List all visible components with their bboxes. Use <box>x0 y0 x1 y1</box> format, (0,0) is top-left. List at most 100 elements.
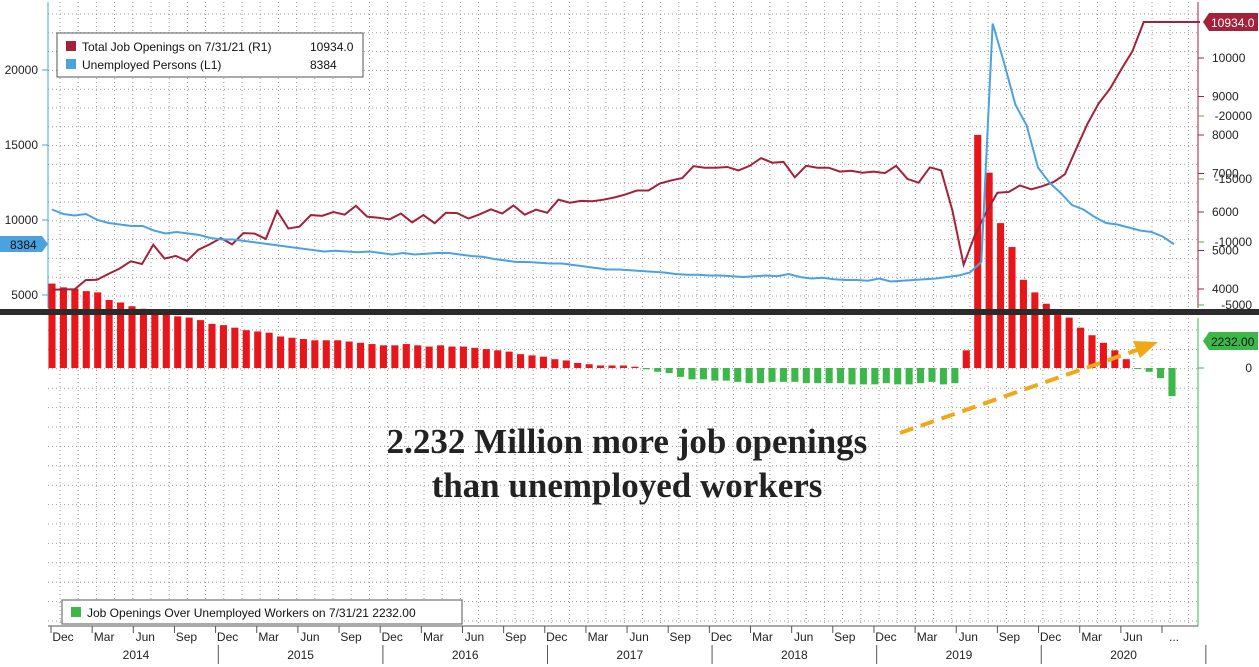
bar <box>974 134 982 368</box>
bar <box>722 368 730 381</box>
series-line-job-openings <box>51 21 1200 291</box>
x-month-label: Dec <box>1040 630 1061 644</box>
bar <box>288 337 296 368</box>
bar <box>882 368 890 384</box>
bar <box>1042 303 1050 368</box>
bottom-tick-label: -10000 <box>1215 235 1253 249</box>
bottom-tick-label: 0 <box>1245 361 1252 375</box>
bar <box>585 364 593 368</box>
bar <box>231 327 239 368</box>
bar <box>802 368 810 384</box>
bar <box>105 299 113 368</box>
bottom-legend-box <box>61 599 463 625</box>
bar <box>539 356 547 368</box>
tag-job-openings-bg <box>1203 13 1258 31</box>
legend-label-job-openings: Total Job Openings on 7/31/21 (R1) <box>82 40 271 54</box>
x-month-label: Dec <box>875 630 896 644</box>
tag-difference: 2232.00 <box>1211 335 1255 349</box>
legend-label-difference: Job Openings Over Unemployed Workers on … <box>87 606 416 620</box>
bar <box>1088 335 1096 368</box>
bar <box>814 368 822 384</box>
bar <box>482 349 490 368</box>
grid-dots <box>48 2 1198 626</box>
x-axis: Dec Mar Jun Sep Dec Mar Jun Sep Dec Mar Jun Sep Dec M… <box>48 625 1207 664</box>
right-tick-label: 9000 <box>1212 90 1239 104</box>
bar <box>448 346 456 368</box>
bar <box>665 368 673 374</box>
x-month-label: ... <box>1169 630 1179 644</box>
bar <box>905 368 913 385</box>
bar <box>459 346 467 368</box>
bar <box>517 354 525 368</box>
bar <box>1157 368 1165 379</box>
bar <box>837 368 845 384</box>
x-year-label: 2014 <box>123 648 150 662</box>
bar <box>254 331 262 368</box>
bar <box>322 340 330 368</box>
bar <box>939 368 947 385</box>
bar <box>265 332 273 368</box>
annotation: 2.232 Million more job openings than une… <box>387 341 1158 505</box>
tag-unemployed-bg <box>0 236 48 252</box>
right-tick-label: 10000 <box>1212 51 1246 65</box>
bar <box>608 365 616 368</box>
bar <box>299 339 307 368</box>
x-month-label: Mar <box>588 630 609 644</box>
bar <box>677 368 685 377</box>
bar <box>825 368 833 384</box>
bar <box>551 359 559 368</box>
x-year-label: 2019 <box>946 648 973 662</box>
x-month-label: Dec <box>711 630 732 644</box>
bar <box>48 283 56 368</box>
bar <box>162 313 170 368</box>
x-month-label: Jun <box>136 630 155 644</box>
right-tick-label: 4000 <box>1212 282 1239 296</box>
bar <box>562 360 570 368</box>
x-month-label: Sep <box>340 630 362 644</box>
left-tick-label: 10000 <box>5 213 39 227</box>
bar <box>859 368 867 385</box>
bar <box>654 368 662 372</box>
bar <box>174 316 182 368</box>
x-year-label: 2015 <box>287 648 314 662</box>
x-month-label: Sep <box>999 630 1021 644</box>
bar <box>1168 368 1176 397</box>
bar <box>597 365 605 368</box>
bar <box>311 340 319 368</box>
tag-unemployed: 8384 <box>10 238 37 252</box>
right-tick-label: 5000 <box>1212 244 1239 258</box>
bar <box>437 345 445 368</box>
bar <box>402 344 410 368</box>
x-month-label: Mar <box>752 630 773 644</box>
bar <box>711 368 719 381</box>
annotation-arrow-head <box>1133 341 1158 358</box>
bar <box>779 368 787 382</box>
x-month-label: Dec <box>546 630 567 644</box>
bar <box>471 347 479 368</box>
x-month-label: Dec <box>52 630 73 644</box>
bar <box>917 368 925 384</box>
left-tick-label: 15000 <box>5 138 39 152</box>
bar <box>757 368 765 384</box>
bar <box>894 368 902 385</box>
bar <box>425 346 433 368</box>
x-month-label: Jun <box>1123 630 1142 644</box>
line-series <box>51 21 1200 291</box>
bar <box>928 368 936 382</box>
bar <box>242 330 250 368</box>
bar <box>871 368 879 385</box>
bar <box>574 362 582 368</box>
legend-swatch-unemployed <box>66 59 76 69</box>
x-month-label: Jun <box>465 630 484 644</box>
bottom-tick-label: -15000 <box>1215 172 1253 186</box>
bar <box>185 317 193 368</box>
bar <box>391 345 399 368</box>
bar <box>848 368 856 385</box>
bar <box>631 366 639 368</box>
bottom-tick-label: -20000 <box>1215 109 1253 123</box>
left-tick-label: 20000 <box>5 63 39 77</box>
bottom-legend: Job Openings Over Unemployed Workers on … <box>61 599 463 625</box>
last-value-tags: 10934.0 8384 2232.00 <box>0 13 1258 350</box>
bar <box>505 351 513 368</box>
x-month-label: Dec <box>382 630 403 644</box>
